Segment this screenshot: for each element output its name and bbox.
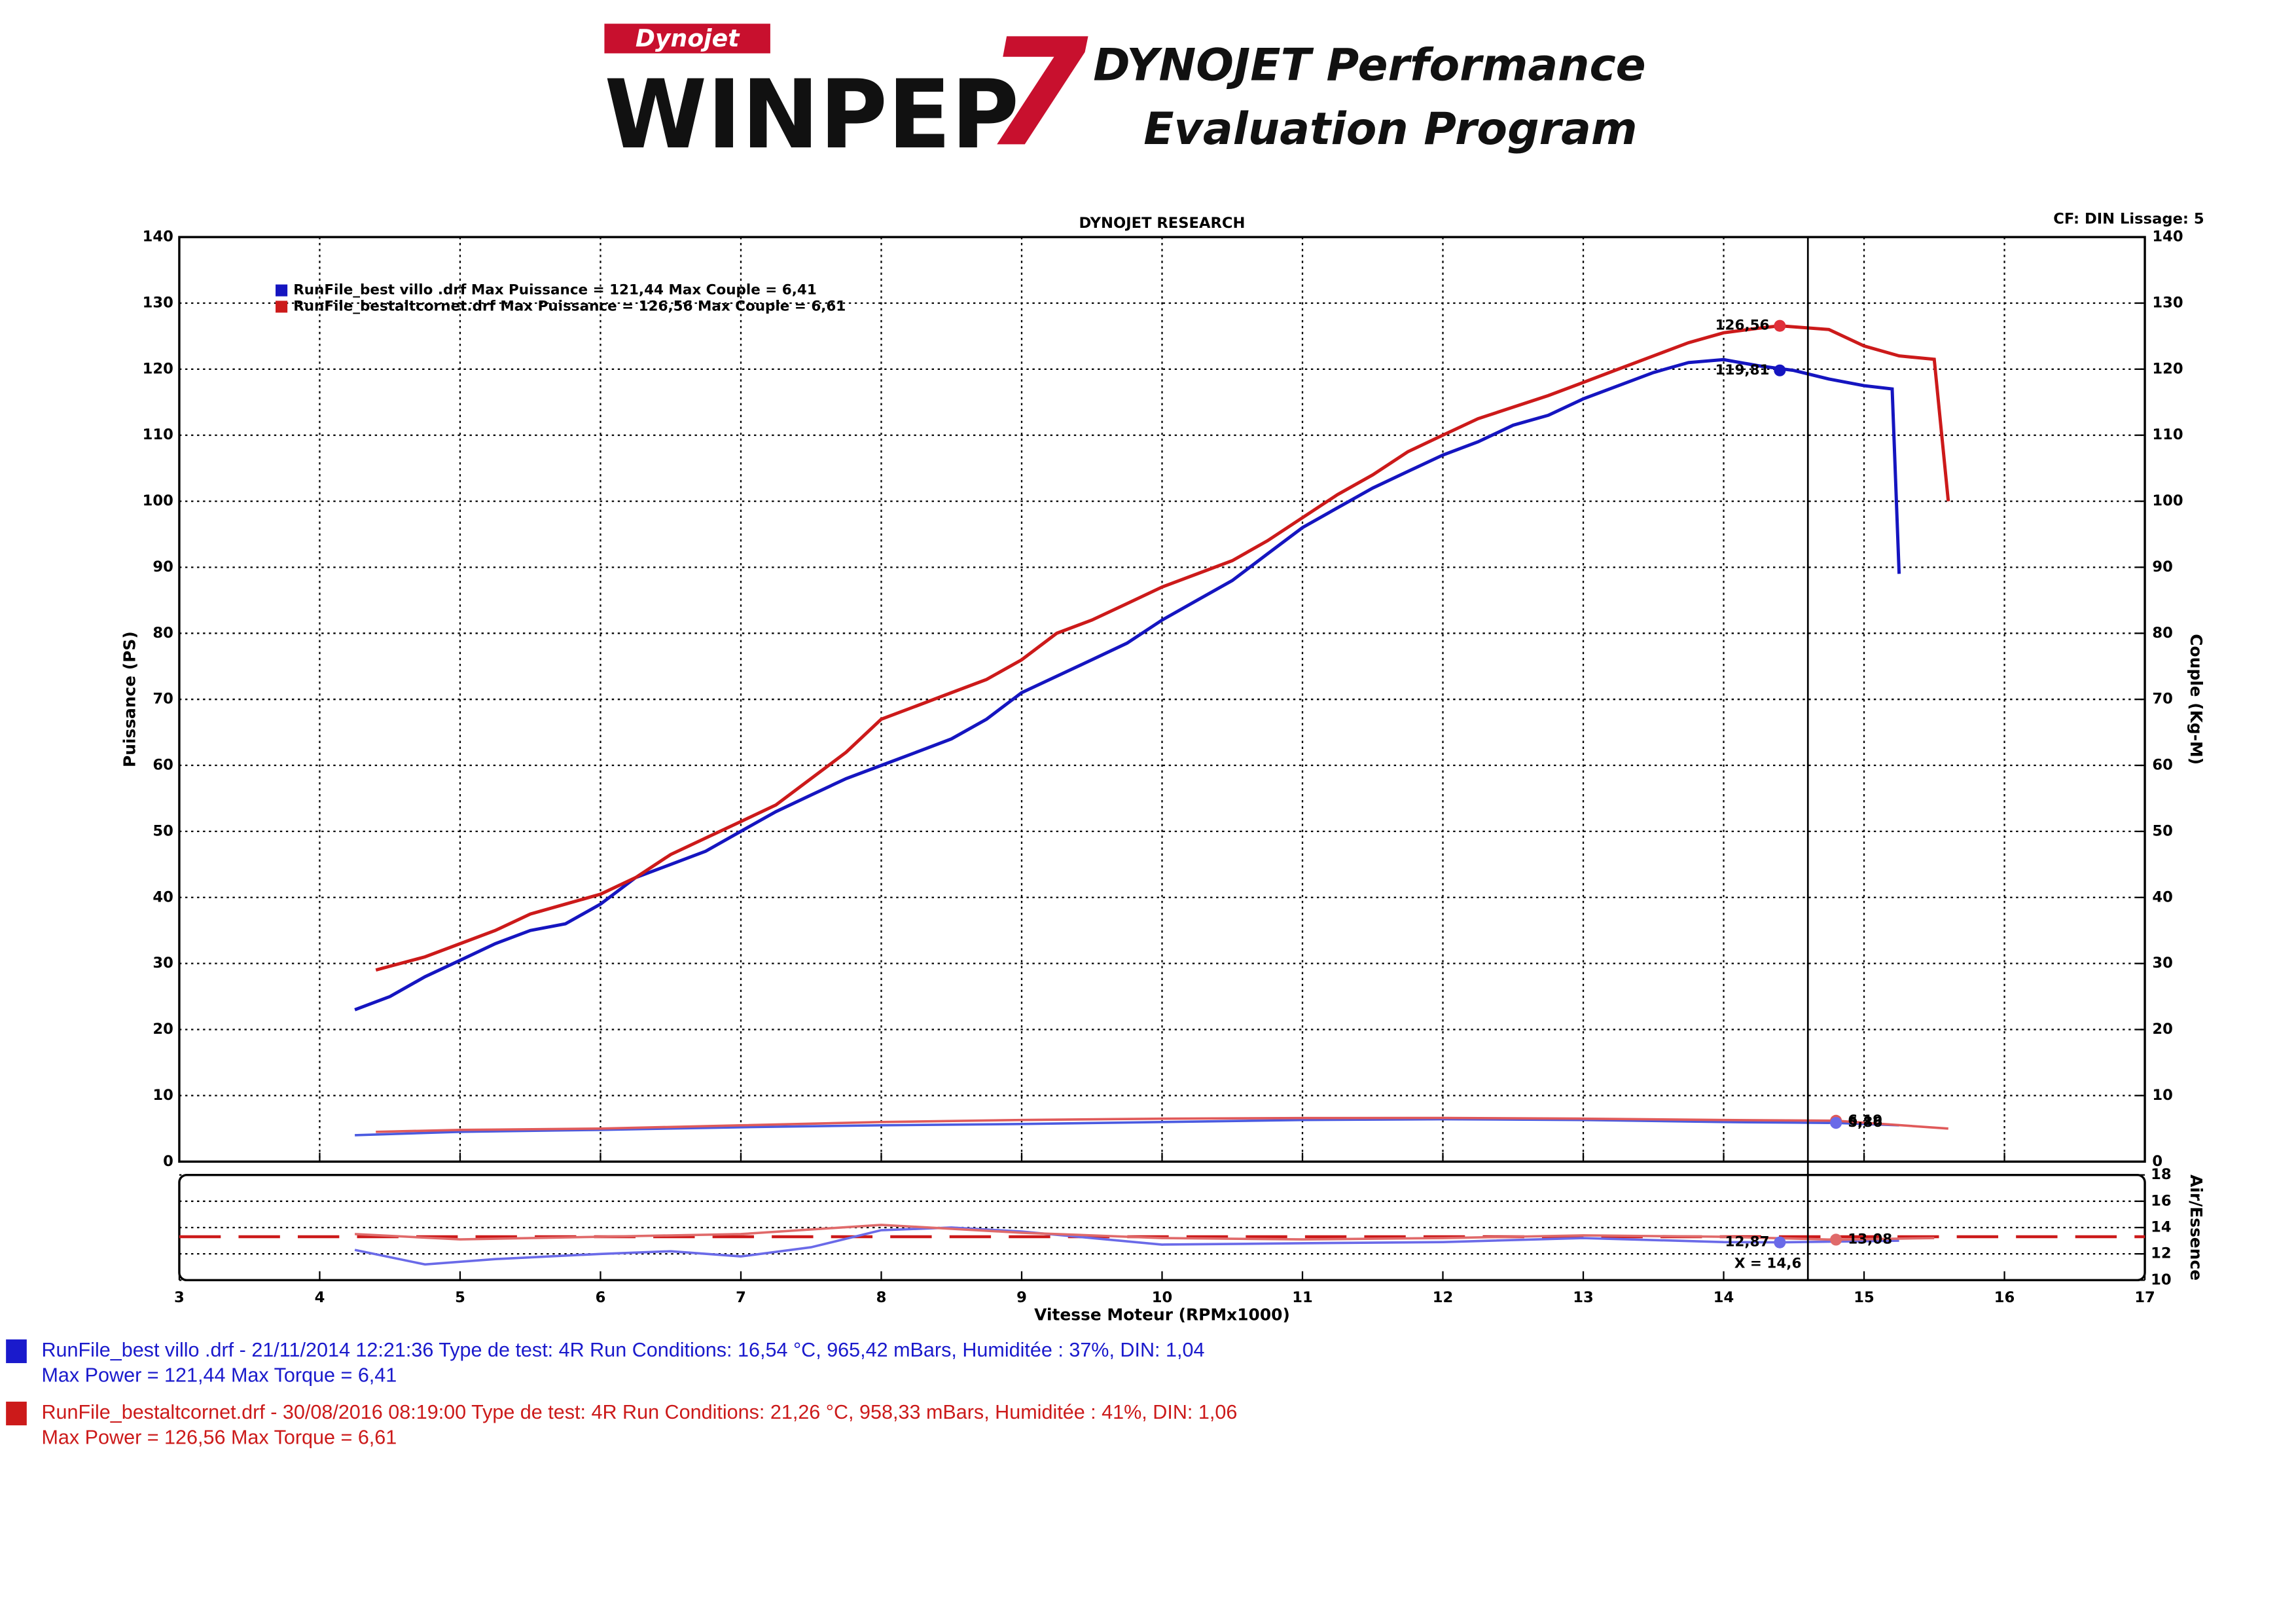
cursor-label: X = 14,6 bbox=[1734, 1255, 1802, 1271]
y2-tick-label: 30 bbox=[2152, 955, 2173, 972]
chart-title: DYNOJET RESEARCH bbox=[1079, 215, 1246, 232]
tagline: Evaluation Program bbox=[1143, 103, 1637, 155]
y2-tick-label: 50 bbox=[2152, 822, 2173, 839]
y2-tick-label: 110 bbox=[2152, 426, 2183, 443]
y-tick-label: 0 bbox=[163, 1153, 173, 1170]
x-tick-label: 11 bbox=[1292, 1289, 1313, 1306]
y2-tick-label: 20 bbox=[2152, 1021, 2173, 1038]
data-line bbox=[354, 1226, 1899, 1266]
footer-line: RunFile_bestaltcornet.drf - 30/08/2016 0… bbox=[41, 1401, 1237, 1423]
plot-frame bbox=[178, 1173, 2146, 1282]
y-tick-label: 50 bbox=[152, 822, 173, 839]
marker bbox=[1830, 1233, 1842, 1246]
x-tick-label: 9 bbox=[1016, 1289, 1027, 1306]
data-line bbox=[376, 1116, 1948, 1133]
x-tick-label: 15 bbox=[1854, 1289, 1874, 1306]
legend-swatch bbox=[276, 301, 288, 313]
y2-axis-label: Couple (Kg-M) bbox=[2187, 634, 2206, 765]
x-tick-label: 14 bbox=[1713, 1289, 1734, 1306]
logo-brand: Dynojet bbox=[636, 24, 740, 52]
x-tick-label: 12 bbox=[1433, 1289, 1454, 1306]
plot-frame bbox=[178, 236, 2146, 1163]
y-tick-label: 100 bbox=[143, 492, 173, 509]
data-line bbox=[355, 1118, 1899, 1137]
y-tick-label: 70 bbox=[152, 691, 173, 708]
data-line bbox=[354, 357, 1901, 1012]
y-tick-label: 20 bbox=[152, 1021, 173, 1038]
x-tick-label: 17 bbox=[2134, 1289, 2155, 1306]
y-tick-label: 10 bbox=[2151, 1271, 2172, 1288]
footer-swatch bbox=[6, 1401, 27, 1426]
y-tick-label: 90 bbox=[152, 558, 173, 575]
y-tick-label: 40 bbox=[152, 888, 173, 905]
footer-swatch bbox=[6, 1339, 27, 1364]
legend-label: RunFile_bestaltcornet.drf Max Puissance … bbox=[293, 298, 846, 314]
y2-tick-label: 80 bbox=[2152, 625, 2173, 642]
marker bbox=[1830, 1117, 1842, 1129]
x-tick-label: 6 bbox=[596, 1289, 606, 1306]
marker-label: 13,08 bbox=[1848, 1231, 1892, 1247]
x-tick-label: 5 bbox=[455, 1289, 465, 1306]
y-tick-label: 16 bbox=[2151, 1192, 2172, 1209]
x-tick-label: 16 bbox=[1994, 1289, 2015, 1306]
x-tick-label: 10 bbox=[1152, 1289, 1172, 1306]
y2-tick-label: 90 bbox=[2152, 558, 2173, 575]
footer-line: Max Power = 121,44 Max Torque = 6,41 bbox=[41, 1364, 397, 1386]
y-tick-label: 30 bbox=[152, 955, 173, 972]
y2-tick-label: 70 bbox=[2152, 691, 2173, 708]
y2-tick-label: 120 bbox=[2152, 360, 2183, 377]
y-tick-label: 80 bbox=[152, 625, 173, 642]
marker-label: 12,87 bbox=[1725, 1234, 1770, 1250]
y-tick-label: 18 bbox=[2151, 1166, 2172, 1183]
x-tick-label: 7 bbox=[736, 1289, 746, 1306]
y-tick-label: 12 bbox=[2151, 1245, 2172, 1262]
data-line bbox=[375, 324, 1950, 972]
footer-line: Max Power = 126,56 Max Torque = 6,61 bbox=[41, 1427, 397, 1449]
y2-tick-label: 130 bbox=[2152, 294, 2183, 311]
logo-badge bbox=[604, 24, 770, 54]
y-axis-label: Puissance (PS) bbox=[120, 631, 139, 767]
y-tick-label: 60 bbox=[152, 757, 173, 774]
marker-label: 126,56 bbox=[1715, 318, 1770, 334]
x-axis-label: Vitesse Moteur (RPMx1000) bbox=[1034, 1305, 1290, 1324]
x-tick-label: 4 bbox=[315, 1289, 325, 1306]
footer-line: RunFile_best villo .drf - 21/11/2014 12:… bbox=[41, 1339, 1204, 1361]
x-tick-label: 13 bbox=[1573, 1289, 1594, 1306]
y2-tick-label: 0 bbox=[2152, 1153, 2162, 1170]
marker-label: 5,86 bbox=[1848, 1114, 1882, 1131]
marker-label: 6,19 bbox=[1848, 1112, 1882, 1129]
legend-label: RunFile_best villo .drf Max Puissance = … bbox=[293, 282, 817, 299]
marker-label: 119,81 bbox=[1715, 362, 1770, 378]
x-tick-label: 8 bbox=[876, 1289, 887, 1306]
y2-axis-label: Air/Essence bbox=[2187, 1175, 2206, 1281]
y-tick-label: 14 bbox=[2151, 1218, 2172, 1235]
y-tick-label: 10 bbox=[152, 1087, 173, 1104]
y2-tick-label: 140 bbox=[2152, 228, 2183, 246]
legend-swatch bbox=[276, 284, 288, 297]
marker bbox=[1774, 1236, 1786, 1249]
y-tick-label: 130 bbox=[143, 294, 173, 311]
marker bbox=[1774, 319, 1786, 332]
y2-tick-label: 100 bbox=[2152, 492, 2183, 509]
chart-subtitle: CF: DIN Lissage: 5 bbox=[2053, 210, 2204, 227]
y2-tick-label: 60 bbox=[2152, 757, 2173, 774]
y-tick-label: 140 bbox=[143, 228, 173, 246]
tagline: DYNOJET Performance bbox=[1093, 40, 1645, 92]
data-line bbox=[355, 1224, 1935, 1241]
logo-version: 7 bbox=[986, 7, 1089, 179]
y2-tick-label: 40 bbox=[2152, 888, 2173, 905]
logo-product: WINPEP bbox=[604, 60, 1019, 170]
y2-tick-label: 10 bbox=[2152, 1087, 2173, 1104]
marker bbox=[1774, 364, 1786, 376]
x-tick-label: 3 bbox=[174, 1289, 185, 1306]
y-tick-label: 110 bbox=[143, 426, 173, 443]
y-tick-label: 120 bbox=[143, 360, 173, 377]
